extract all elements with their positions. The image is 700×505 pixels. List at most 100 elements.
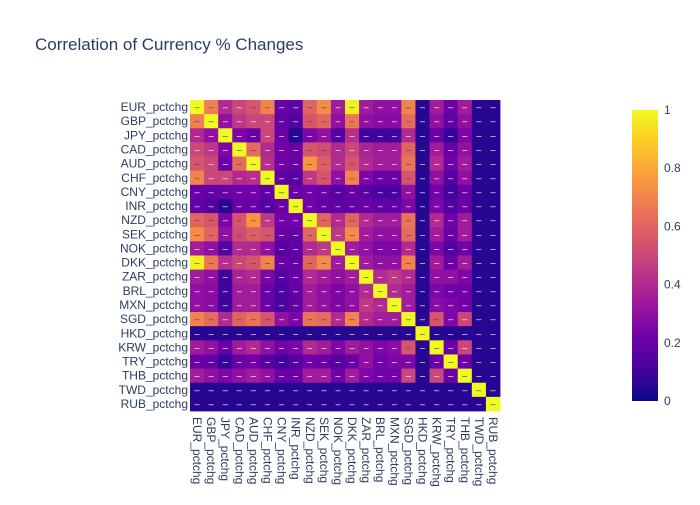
heatmap-cell xyxy=(345,326,360,341)
heatmap-cell xyxy=(457,382,473,398)
colorbar-tick-label: 0.8 xyxy=(664,161,681,175)
heatmap-cell xyxy=(457,100,473,115)
heatmap-cell-text: – xyxy=(335,116,340,126)
heatmap-cell xyxy=(359,241,374,256)
x-tick-label: DKK_pctchg xyxy=(345,417,359,484)
heatmap-cell-text: – xyxy=(209,328,214,338)
heatmap-cell xyxy=(246,283,261,299)
heatmap-cell-text: – xyxy=(350,399,355,409)
heatmap-cell xyxy=(457,255,473,271)
heatmap-cell xyxy=(415,269,430,285)
heatmap-cell-text: – xyxy=(195,116,200,126)
heatmap-cell xyxy=(387,142,402,157)
heatmap-cell xyxy=(316,354,332,369)
heatmap-cell xyxy=(345,128,360,143)
heatmap-cell-text: – xyxy=(307,187,312,197)
heatmap-cell-text: – xyxy=(251,229,256,239)
heatmap-cell-text: – xyxy=(251,314,256,324)
heatmap-cell xyxy=(190,128,205,143)
heatmap-cell xyxy=(387,283,402,299)
heatmap-cell-text: – xyxy=(321,187,326,197)
heatmap-cell xyxy=(288,100,304,115)
heatmap-cell xyxy=(246,312,261,327)
heatmap-cell xyxy=(401,340,416,355)
heatmap-cell xyxy=(302,184,318,200)
heatmap-cell xyxy=(471,354,487,369)
heatmap-cell-text: – xyxy=(462,286,467,296)
heatmap-cell xyxy=(443,340,459,355)
heatmap-cell-text: – xyxy=(307,314,312,324)
heatmap-cell-text: – xyxy=(307,357,312,367)
heatmap-cell-text: – xyxy=(378,371,383,381)
heatmap-cell-text: – xyxy=(293,385,298,395)
heatmap-cell-text: – xyxy=(251,357,256,367)
heatmap-cell xyxy=(204,297,219,313)
heatmap-cell xyxy=(302,340,318,355)
heatmap-cell-text: – xyxy=(237,215,242,225)
x-tick-label: TWD_pctchg xyxy=(472,417,486,486)
heatmap-cell xyxy=(457,128,473,143)
heatmap-cell-text: – xyxy=(335,272,340,282)
heatmap-cell xyxy=(204,213,219,228)
heatmap-cell-text: – xyxy=(406,215,411,225)
heatmap-cell xyxy=(443,255,459,271)
heatmap-cell xyxy=(274,156,290,172)
heatmap-cell-text: – xyxy=(223,399,228,409)
heatmap-cell-text: – xyxy=(237,286,242,296)
heatmap-cell xyxy=(373,213,388,228)
colorbar-tick-label: 0.4 xyxy=(664,278,681,292)
heatmap-cell xyxy=(260,269,275,285)
heatmap-cell xyxy=(429,354,445,369)
heatmap-cell xyxy=(246,241,261,256)
heatmap-cell-text: – xyxy=(392,286,397,296)
heatmap-cell xyxy=(330,156,346,172)
heatmap-cell-text: – xyxy=(378,385,383,395)
heatmap-cell-text: – xyxy=(420,328,425,338)
heatmap-cell-text: – xyxy=(490,300,495,310)
heatmap-cell xyxy=(316,340,332,355)
heatmap-cell xyxy=(274,114,290,129)
heatmap-cell xyxy=(429,283,445,299)
heatmap-cell xyxy=(204,312,219,327)
heatmap-cell xyxy=(218,227,233,242)
heatmap-cell-text: – xyxy=(378,201,383,211)
heatmap-cell-text: – xyxy=(307,116,312,126)
heatmap-cell-text: – xyxy=(490,159,495,169)
heatmap-cell xyxy=(316,382,332,398)
heatmap-cell xyxy=(401,100,416,115)
heatmap-cell xyxy=(457,297,473,313)
heatmap-cell xyxy=(471,227,487,242)
heatmap-cell xyxy=(246,326,261,341)
y-tick-label: ZAR_pctchg xyxy=(122,270,188,284)
heatmap-cell-text: – xyxy=(293,342,298,352)
heatmap-cell-text: – xyxy=(195,187,200,197)
heatmap-cell xyxy=(190,100,205,115)
heatmap-cell-text: – xyxy=(209,342,214,352)
heatmap-cell-text: – xyxy=(476,371,481,381)
heatmap-cell-text: – xyxy=(237,272,242,282)
heatmap-cell xyxy=(316,156,332,172)
heatmap-cell-text: – xyxy=(321,201,326,211)
heatmap-cell-text: – xyxy=(209,144,214,154)
heatmap-cell-text: – xyxy=(350,116,355,126)
heatmap-cell xyxy=(471,142,487,157)
heatmap-cell xyxy=(457,114,473,129)
heatmap-cell xyxy=(429,170,445,186)
heatmap-cell xyxy=(471,312,487,327)
heatmap-cell xyxy=(246,269,261,285)
heatmap-cell xyxy=(288,142,304,157)
heatmap-cell-text: – xyxy=(265,187,270,197)
heatmap-cell xyxy=(359,255,374,271)
heatmap-cell-text: – xyxy=(448,116,453,126)
heatmap-cell-text: – xyxy=(293,314,298,324)
heatmap-cell xyxy=(345,312,360,327)
heatmap-cell-text: – xyxy=(350,286,355,296)
heatmap-cell xyxy=(260,170,275,186)
heatmap-cell xyxy=(415,382,430,398)
heatmap-cell-text: – xyxy=(251,371,256,381)
heatmap-cell-text: – xyxy=(420,159,425,169)
heatmap-cell-text: – xyxy=(406,286,411,296)
heatmap-cells: – – – – – – – – – – – – – – – – – – – – – –– – – – – – – – – – – – – – – – – –… xyxy=(190,100,501,412)
heatmap-cell-text: – xyxy=(251,328,256,338)
heatmap-cell xyxy=(246,297,261,313)
